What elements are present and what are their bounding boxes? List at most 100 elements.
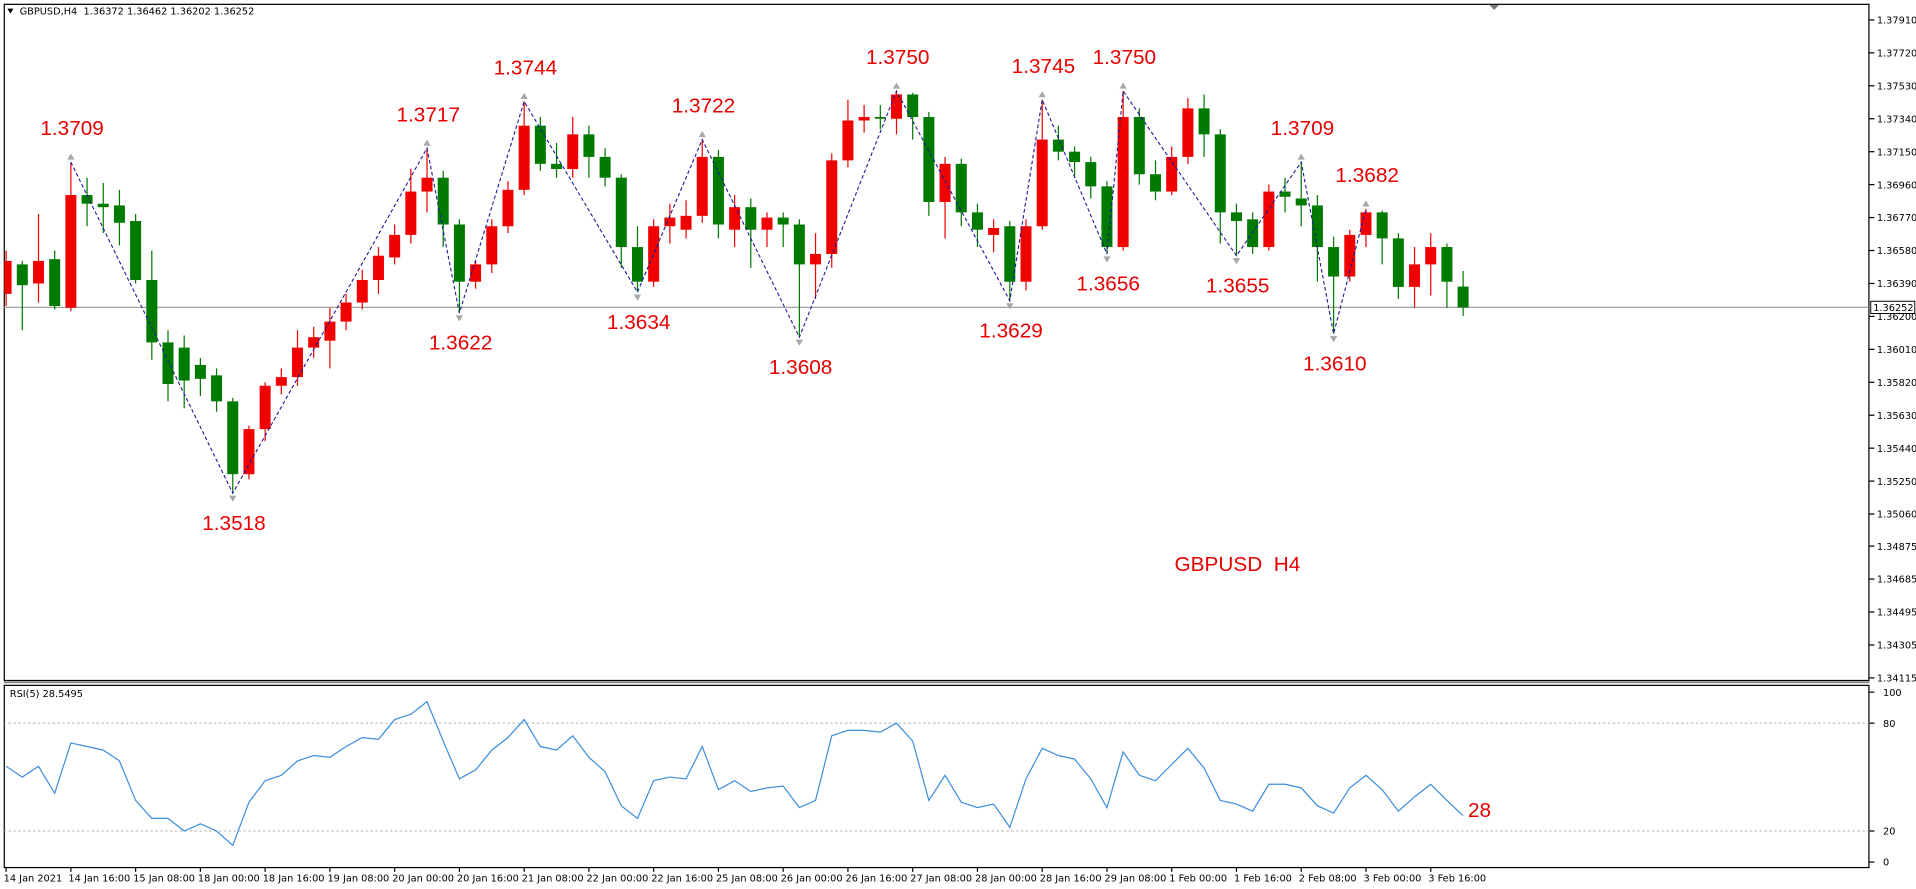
candle-body: [1020, 226, 1032, 282]
candle-body: [470, 264, 482, 282]
chart-header: GBPUSD,H4 1.36372 1.36462 1.36202 1.3625…: [20, 7, 255, 18]
candle-body: [777, 217, 789, 225]
pivot-marker: [698, 130, 706, 138]
candle-body: [890, 94, 902, 119]
last-price-label: 1.36252: [1873, 303, 1913, 314]
candle-body: [1441, 247, 1453, 282]
candle-body: [421, 177, 433, 192]
candle-body: [761, 217, 773, 230]
y-tick-label: 1.36960: [1877, 180, 1916, 191]
pivot-marker: [1103, 256, 1111, 263]
x-tick-label: 14 Jan 16:00: [68, 874, 130, 885]
y-tick-label: 1.35820: [1877, 378, 1916, 389]
candle-body: [810, 253, 822, 265]
x-tick-label: 28 Jan 16:00: [1040, 874, 1102, 885]
candle-body: [1052, 139, 1064, 152]
x-tick-label: 14 Jan 2021: [4, 874, 63, 885]
y-tick-label: 80: [1883, 719, 1895, 730]
main-panel-frame: [3, 3, 1870, 682]
axes: 1.37910 1.37720 1.37530 1.37340 1.37150 1.369…: [4, 16, 1916, 885]
pivot-label: 1.3634: [607, 311, 671, 334]
x-tick-label: 3 Feb 16:00: [1428, 874, 1486, 885]
candle-body: [1004, 226, 1016, 282]
pivot-label: 1.3744: [494, 57, 558, 80]
candle-body: [113, 205, 125, 223]
candle-body: [1036, 139, 1048, 227]
pivot-label: 1.3610: [1303, 352, 1367, 375]
candle-body: [1101, 186, 1113, 248]
candle-body: [194, 364, 206, 379]
pivot-label: 1.3655: [1206, 274, 1270, 297]
candle-body: [1392, 238, 1404, 287]
candle-body: [324, 321, 336, 341]
candle-body: [292, 347, 304, 378]
candle-body: [1182, 108, 1194, 157]
y-tick-label: 1.37530: [1877, 81, 1916, 92]
pivot-marker: [455, 315, 464, 322]
candle-body: [389, 234, 401, 258]
candle-body: [211, 375, 223, 402]
candle-body: [518, 125, 530, 190]
candle-body: [1409, 264, 1421, 287]
y-tick-label: 1.37720: [1877, 49, 1916, 60]
pivot-label: 1.3709: [1271, 117, 1335, 140]
price-plot: 1.3709 1.3518 1.3717 1.3622 1.3744 1.3634 1.37…: [4, 46, 1869, 535]
pivot-label: 1.3682: [1335, 164, 1399, 187]
pivot-label: 1.3717: [396, 103, 460, 126]
candle-body: [874, 117, 886, 119]
y-tick-label: 1.35630: [1877, 411, 1916, 422]
x-tick-label: 1 Feb 16:00: [1234, 874, 1292, 885]
candle-body: [1425, 247, 1437, 265]
pivot-marker: [892, 82, 901, 89]
candle-body: [453, 224, 465, 282]
y-tick-label: 1.35440: [1877, 444, 1916, 455]
shift-marker: [1489, 4, 1500, 10]
candle-body: [1117, 117, 1129, 248]
candle-body: [1311, 205, 1323, 248]
candle-body: [162, 342, 174, 385]
candle-body: [259, 385, 271, 430]
x-tick-label: 19 Jan 08:00: [327, 874, 389, 885]
candle-body: [49, 259, 61, 306]
pivot-label: 1.3750: [1093, 46, 1157, 69]
candle-body: [308, 337, 320, 348]
candle-body: [372, 255, 384, 280]
y-tick-label: 1.36200: [1877, 312, 1916, 323]
candle-body: [1328, 247, 1340, 277]
candle-body: [1344, 234, 1356, 277]
candle-body: [502, 189, 514, 227]
candle-body: [615, 177, 627, 248]
pivot-label: 1.3629: [979, 319, 1043, 342]
candle-body: [486, 226, 498, 265]
pivot-marker: [795, 339, 804, 346]
rsi-panel-frame: [3, 684, 1870, 869]
candle-body: [907, 94, 919, 118]
candle-body: [971, 212, 983, 230]
candle-body: [340, 302, 352, 322]
candle-body: [437, 177, 449, 225]
y-tick-label: 1.37340: [1877, 114, 1916, 125]
candle-body: [16, 264, 28, 286]
candle-body: [664, 217, 676, 227]
x-tick-label: 27 Jan 08:00: [910, 874, 972, 885]
candle-body: [729, 207, 741, 230]
candle-body: [1230, 212, 1242, 222]
candle-body: [939, 163, 951, 202]
candle-body: [1133, 117, 1145, 175]
pivot-marker: [229, 495, 237, 502]
pivot-marker: [1297, 153, 1305, 160]
x-tick-label: 3 Feb 00:00: [1364, 874, 1422, 885]
pivot-label: 1.3709: [40, 117, 104, 140]
candle-body: [227, 401, 239, 475]
candle-body: [97, 203, 109, 208]
candle-body: [1198, 108, 1210, 135]
candle-body: [146, 279, 158, 343]
candle-body: [631, 247, 643, 282]
rsi-line: [5, 700, 1464, 847]
pivot-label: 1.3518: [202, 512, 266, 535]
x-tick-label: 20 Jan 00:00: [392, 874, 454, 885]
pivot-label: 1.3745: [1012, 55, 1076, 78]
pivot-marker: [1232, 258, 1241, 265]
candle-body: [1360, 212, 1372, 235]
